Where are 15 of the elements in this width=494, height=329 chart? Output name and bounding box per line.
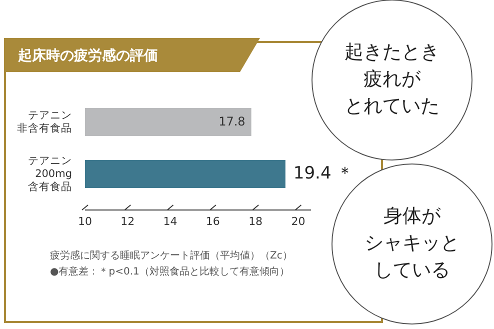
x-tick-label: 18: [248, 215, 263, 228]
x-tick-label: 20: [291, 215, 306, 228]
chart-title: 起床時の疲労感の評価: [17, 46, 158, 64]
y-tick-label: テアニン非含有食品: [17, 109, 72, 134]
text: 起きたとき疲れがとれていた: [344, 41, 440, 118]
text: 身体がシャキッとしている: [364, 205, 460, 282]
data-label: 17.8: [218, 114, 246, 128]
y-tick-label: テアニン200mg含有食品: [28, 154, 72, 193]
data-label: 19.4 ＊: [293, 164, 354, 184]
x-tick-label: 12: [120, 215, 135, 228]
x-tick-label: 16: [206, 215, 220, 228]
x-tick-label: 14: [163, 215, 178, 228]
text: 疲労感に関する睡眠アンケート評価（平均値）（Zc）: [50, 250, 292, 262]
x-tick-label: 10: [78, 215, 92, 228]
text: ●有意差：＊p<0.1（対照食品と比較して有意傾向）: [50, 266, 290, 278]
